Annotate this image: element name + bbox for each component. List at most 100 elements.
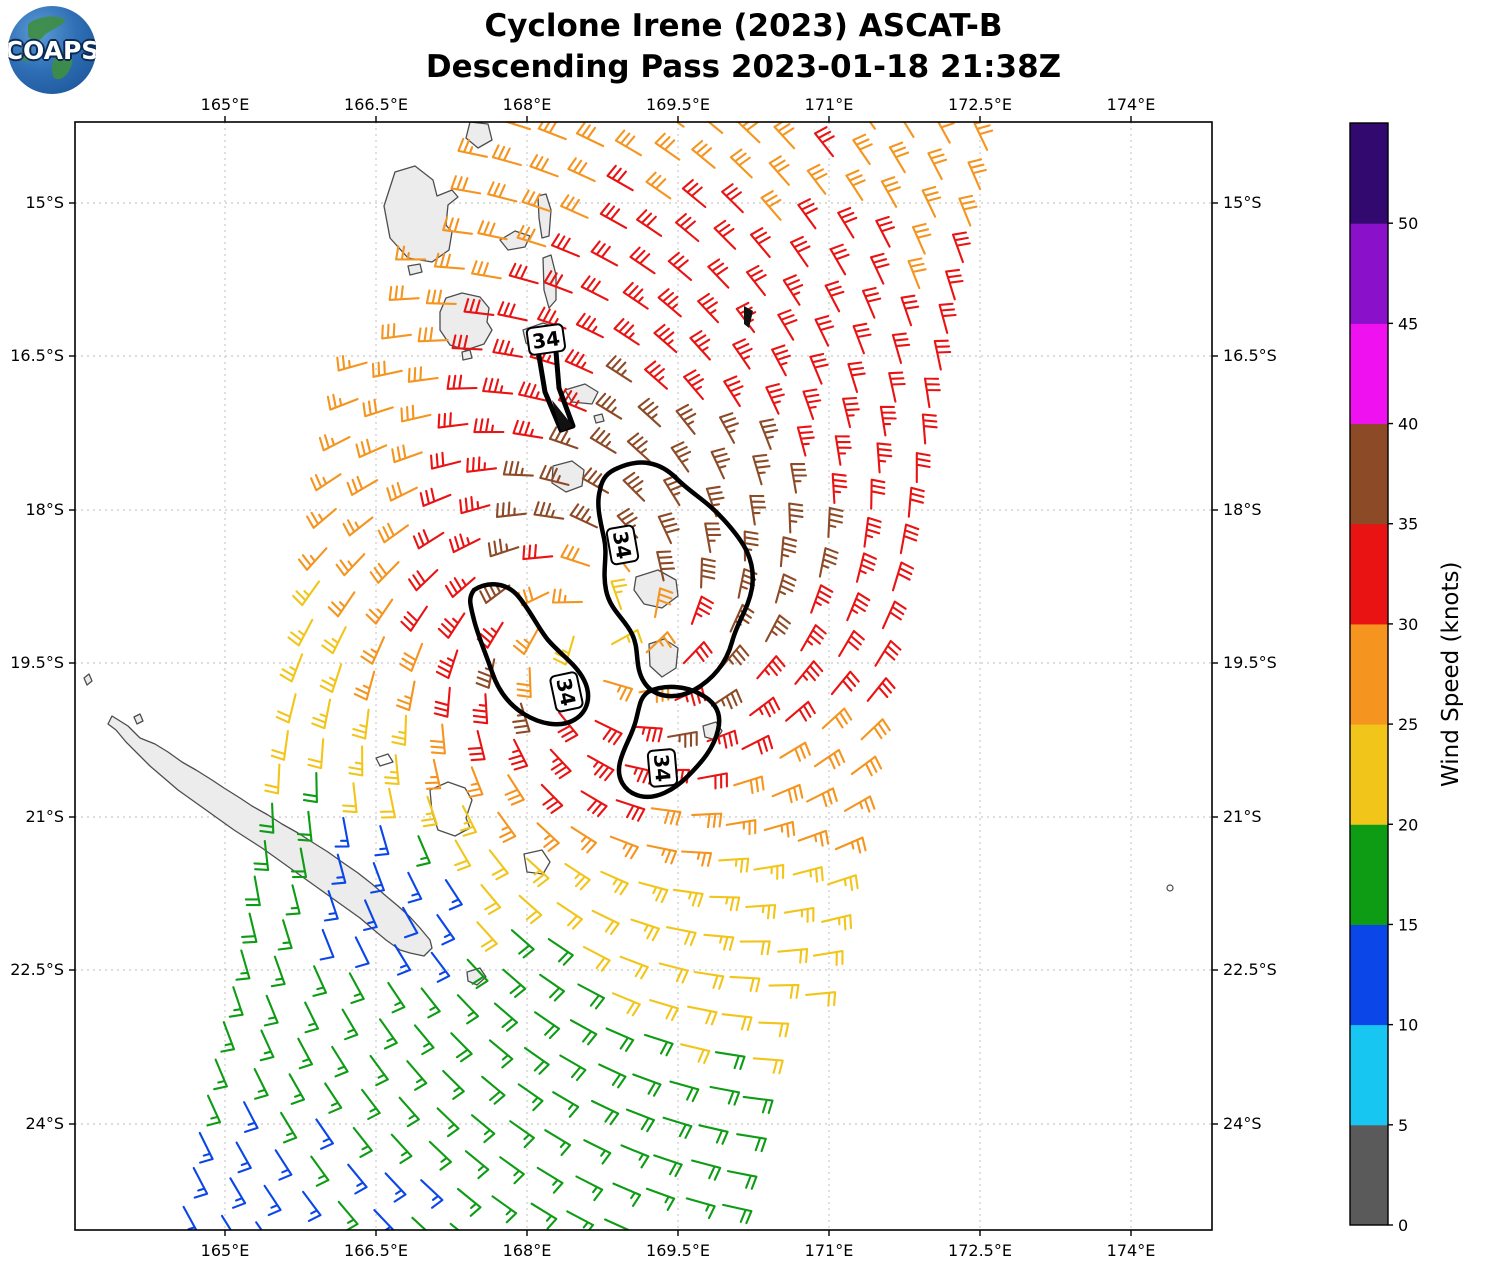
wind-barb [497, 811, 517, 843]
wind-barb [503, 122, 532, 131]
wind-barb [834, 836, 867, 854]
wind-barb [304, 1001, 320, 1034]
colorbar-tick-label: 0 [1398, 1216, 1408, 1235]
wind-barb [921, 185, 942, 218]
wind-barb [502, 968, 527, 998]
wind-barb [669, 1080, 700, 1103]
wind-barb [369, 561, 400, 584]
wind-barb [599, 202, 628, 229]
wind-barb [402, 906, 419, 939]
lon-tick-bottom: 172.5°E [948, 1241, 1012, 1260]
wind-barb [666, 926, 697, 947]
wind-barb [598, 1063, 627, 1089]
wind-barb [508, 738, 529, 771]
black-pennant [744, 306, 753, 328]
wind-barb [951, 231, 971, 264]
wind-barb [663, 474, 684, 507]
wind-barb [264, 763, 281, 795]
lon-tick-bottom: 168°E [503, 1241, 552, 1260]
wind-barb [407, 871, 423, 904]
colorbar: 0 5 10 15 20 25 30 35 40 45 50 [1349, 122, 1418, 1235]
wind-barb [630, 918, 660, 942]
wind-barb [433, 686, 451, 718]
wind-barb [548, 426, 579, 450]
wind-barb [296, 810, 313, 842]
wind-barb [331, 853, 347, 885]
wind-barb [732, 338, 753, 370]
wind-barb [559, 1054, 587, 1082]
wind-barb [437, 612, 466, 639]
wind-barb [632, 1073, 662, 1097]
wind-barb [636, 209, 663, 237]
wind-barb [537, 306, 567, 330]
wind-barb [967, 158, 987, 191]
wind-barb [656, 550, 676, 582]
wind-barb [698, 1124, 729, 1145]
wind-barb [341, 782, 358, 814]
wind-barb [552, 1091, 580, 1118]
wind-barb [973, 122, 994, 151]
wind-barb [813, 748, 846, 770]
wind-barb [373, 1209, 395, 1230]
wind-barb [706, 729, 739, 749]
colorbar-band [1350, 824, 1388, 925]
wind-barb [644, 360, 668, 390]
coastlines [83, 122, 1174, 986]
wind-barb [564, 862, 591, 891]
lon-tick-bottom: 171°E [805, 1241, 854, 1260]
wind-barb [354, 936, 370, 969]
wind-barb [646, 844, 678, 865]
island-maewo [537, 193, 552, 239]
colorbar-tick-label: 5 [1398, 1116, 1408, 1135]
axis-ticks [69, 116, 1218, 1236]
wind-barb [270, 955, 286, 988]
wind-barb [797, 198, 818, 230]
wind-barb [319, 663, 343, 693]
wind-barb [471, 260, 502, 280]
wind-barb [323, 890, 339, 922]
wind-barb [675, 403, 697, 435]
wind-barbs [182, 122, 994, 1230]
wind-barb [567, 157, 596, 183]
wind-barb [753, 863, 785, 880]
wind-barb [442, 216, 473, 235]
wind-barb [838, 629, 865, 658]
wind-barb [726, 1170, 758, 1190]
wind-barb [577, 983, 606, 1010]
wind-barb [911, 222, 932, 255]
wind-barb [450, 1032, 473, 1063]
wind-barb [419, 487, 452, 507]
wind-barb [687, 1005, 718, 1026]
wind-barb [580, 275, 609, 301]
wind-barb [493, 1002, 519, 1032]
wind-barb [595, 392, 623, 420]
wind-barb [611, 992, 641, 1017]
colorbar-tick-label: 20 [1398, 815, 1418, 834]
wind-barb [713, 219, 737, 250]
wind-barb [736, 1133, 767, 1153]
wind-barb [888, 371, 906, 403]
wind-barb [662, 1116, 693, 1139]
wind-barb [244, 875, 261, 907]
matthew-islet [1166, 884, 1174, 892]
wind-barb [425, 289, 457, 305]
wind-barb [352, 1126, 373, 1158]
wind-barb [570, 826, 598, 854]
wind-barb [622, 281, 649, 310]
wind-barb [846, 592, 871, 622]
lat-tick-right: 24°S [1223, 1114, 1262, 1133]
wind-barb [564, 349, 594, 374]
wind-barb [921, 413, 938, 445]
wind-barb [302, 1190, 322, 1222]
wind-barb [341, 1008, 359, 1041]
wind-barb [629, 246, 656, 275]
wind-barb [386, 481, 418, 502]
wind-barb [891, 561, 915, 592]
lon-tick-bottom: 165°E [201, 1241, 250, 1260]
wind-barb [311, 698, 332, 730]
lon-tick-top: 166.5°E [344, 95, 408, 114]
wind-barb [365, 598, 394, 625]
wind-barb [654, 132, 681, 161]
wind-barb [243, 1101, 259, 1133]
wind-barb [779, 741, 811, 762]
